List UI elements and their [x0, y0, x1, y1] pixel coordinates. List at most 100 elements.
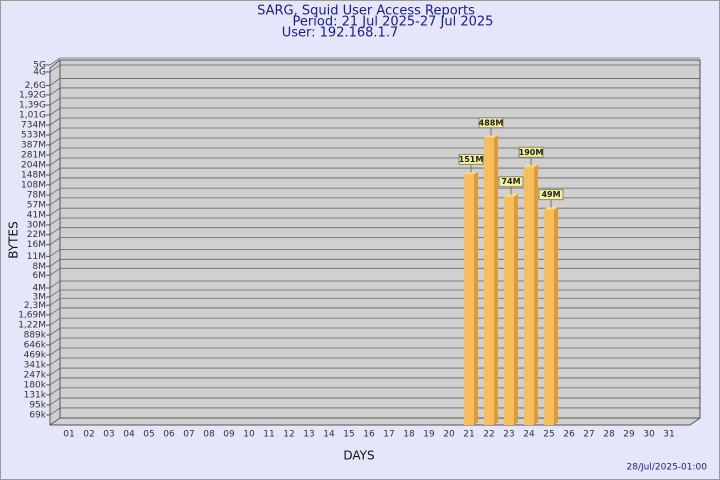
y-tick-label: 57M	[27, 200, 46, 210]
grid-line	[49, 97, 700, 106]
y-tick-label: 69k	[29, 410, 46, 420]
x-tick-label: 11	[263, 430, 274, 440]
y-tick-label: 387M	[21, 141, 46, 151]
y-tick-label: 22M	[27, 230, 46, 240]
x-tick-label: 14	[323, 430, 335, 440]
bar	[484, 137, 494, 425]
x-tick-label: 22	[483, 430, 494, 440]
data-label: 190M	[519, 148, 544, 157]
y-tick-label: 4G	[33, 67, 46, 77]
y-tick-label: 1,39G	[19, 101, 46, 111]
x-tick-label: 18	[403, 430, 415, 440]
y-tick-label: 180k	[24, 380, 47, 390]
y-tick-label: 469k	[24, 351, 47, 361]
y-tick-label: 5G	[33, 61, 46, 71]
data-label: 488M	[479, 118, 504, 127]
x-tick-label: 07	[183, 430, 194, 440]
bar	[544, 209, 554, 425]
chart-subtitle: User: 192.168.1.7	[282, 26, 398, 41]
y-tick-label: 2,6G	[25, 81, 46, 91]
y-tick-label: 11M	[27, 252, 46, 262]
data-label: 74M	[501, 177, 520, 186]
grid-line	[49, 64, 700, 73]
grid-line	[49, 78, 700, 86]
x-tick-label: 20	[443, 430, 455, 440]
label-box	[518, 146, 544, 158]
x-axis-label: DAYS	[343, 449, 374, 463]
x-tick-label: 19	[423, 430, 435, 440]
y-tick-label: 1,01G	[19, 111, 46, 121]
y-tick-label: 108M	[21, 180, 46, 190]
y-tick-label: 646k	[24, 340, 47, 350]
label-box	[498, 176, 524, 188]
y-tick-label: 889k	[24, 331, 47, 341]
y-tick-label: 6M	[33, 271, 47, 281]
bar-side	[514, 193, 518, 425]
label-box	[478, 117, 504, 129]
grid-line	[49, 107, 700, 116]
y-tick-label: 41M	[27, 211, 46, 221]
y-tick-label: 734M	[21, 120, 46, 130]
x-tick-label: 15	[343, 430, 354, 440]
bar-side	[474, 171, 478, 425]
bar-top	[524, 164, 538, 168]
x-tick-label: 10	[243, 430, 255, 440]
data-label: 49M	[541, 190, 560, 199]
x-tick-label: 03	[103, 430, 114, 440]
chart-title: SARG, Squid User Access Reports	[257, 4, 475, 19]
y-tick-label: 148M	[21, 171, 46, 181]
y-tick-label: 78M	[27, 191, 46, 201]
x-tick-label: 01	[63, 430, 74, 440]
bar-side	[494, 134, 498, 425]
x-tick-label: 09	[223, 430, 235, 440]
y-tick-label: 16M	[27, 240, 46, 250]
floor-edge	[49, 417, 61, 426]
x-tick-label: 23	[503, 430, 514, 440]
y-tick-label: 131k	[24, 390, 47, 400]
data-label: 151M	[459, 155, 484, 164]
y-tick-label: 1,69M	[18, 310, 46, 320]
y-tick-label: 3M	[33, 292, 47, 302]
x-tick-label: 25	[543, 430, 554, 440]
footer: 28/Jul/2025-01:00	[627, 463, 708, 473]
x-tick-label: 06	[163, 430, 175, 440]
bar-top	[544, 206, 558, 210]
x-tick-label: 24	[523, 430, 535, 440]
x-tick-label: 12	[283, 430, 294, 440]
x-tick-label: 29	[623, 430, 635, 440]
x-tick-label: 21	[463, 430, 474, 440]
y-tick-label: 95k	[29, 400, 46, 410]
y-tick-label: 4M	[33, 283, 47, 293]
grid-line	[49, 57, 700, 66]
bar-top	[504, 193, 518, 197]
bar	[524, 167, 534, 425]
bar-side	[534, 164, 538, 425]
y-tick-label: 341k	[24, 360, 47, 370]
x-tick-label: 26	[563, 430, 575, 440]
y-tick-label: 204M	[21, 161, 46, 171]
y-tick-label: 2,3M	[24, 301, 46, 311]
bar-top	[464, 171, 478, 175]
x-tick-label: 13	[303, 430, 314, 440]
x-tick-label: 08	[203, 430, 215, 440]
x-tick-label: 16	[363, 430, 375, 440]
x-tick-label: 17	[383, 430, 394, 440]
y-tick-label: 30M	[27, 220, 46, 230]
plot-area	[49, 59, 701, 426]
x-tick-label: 27	[583, 430, 594, 440]
x-tick-label: 28	[603, 430, 615, 440]
chart-subtitle: Period: 21 Jul 2025-27 Jul 2025	[293, 15, 494, 30]
x-tick-label: 30	[643, 430, 655, 440]
x-tick-label: 02	[83, 430, 94, 440]
x-tick-label: 31	[663, 430, 674, 440]
y-tick-label: 1,92G	[19, 90, 46, 100]
y-tick-label: 281M	[21, 151, 46, 161]
x-tick-label: 05	[143, 430, 154, 440]
bar	[504, 196, 514, 425]
bar-top	[484, 134, 498, 138]
y-tick-label: 1,22M	[18, 321, 46, 331]
grid-line	[49, 87, 700, 96]
y-axis-label: BYTES	[7, 221, 21, 258]
bar	[464, 174, 474, 425]
